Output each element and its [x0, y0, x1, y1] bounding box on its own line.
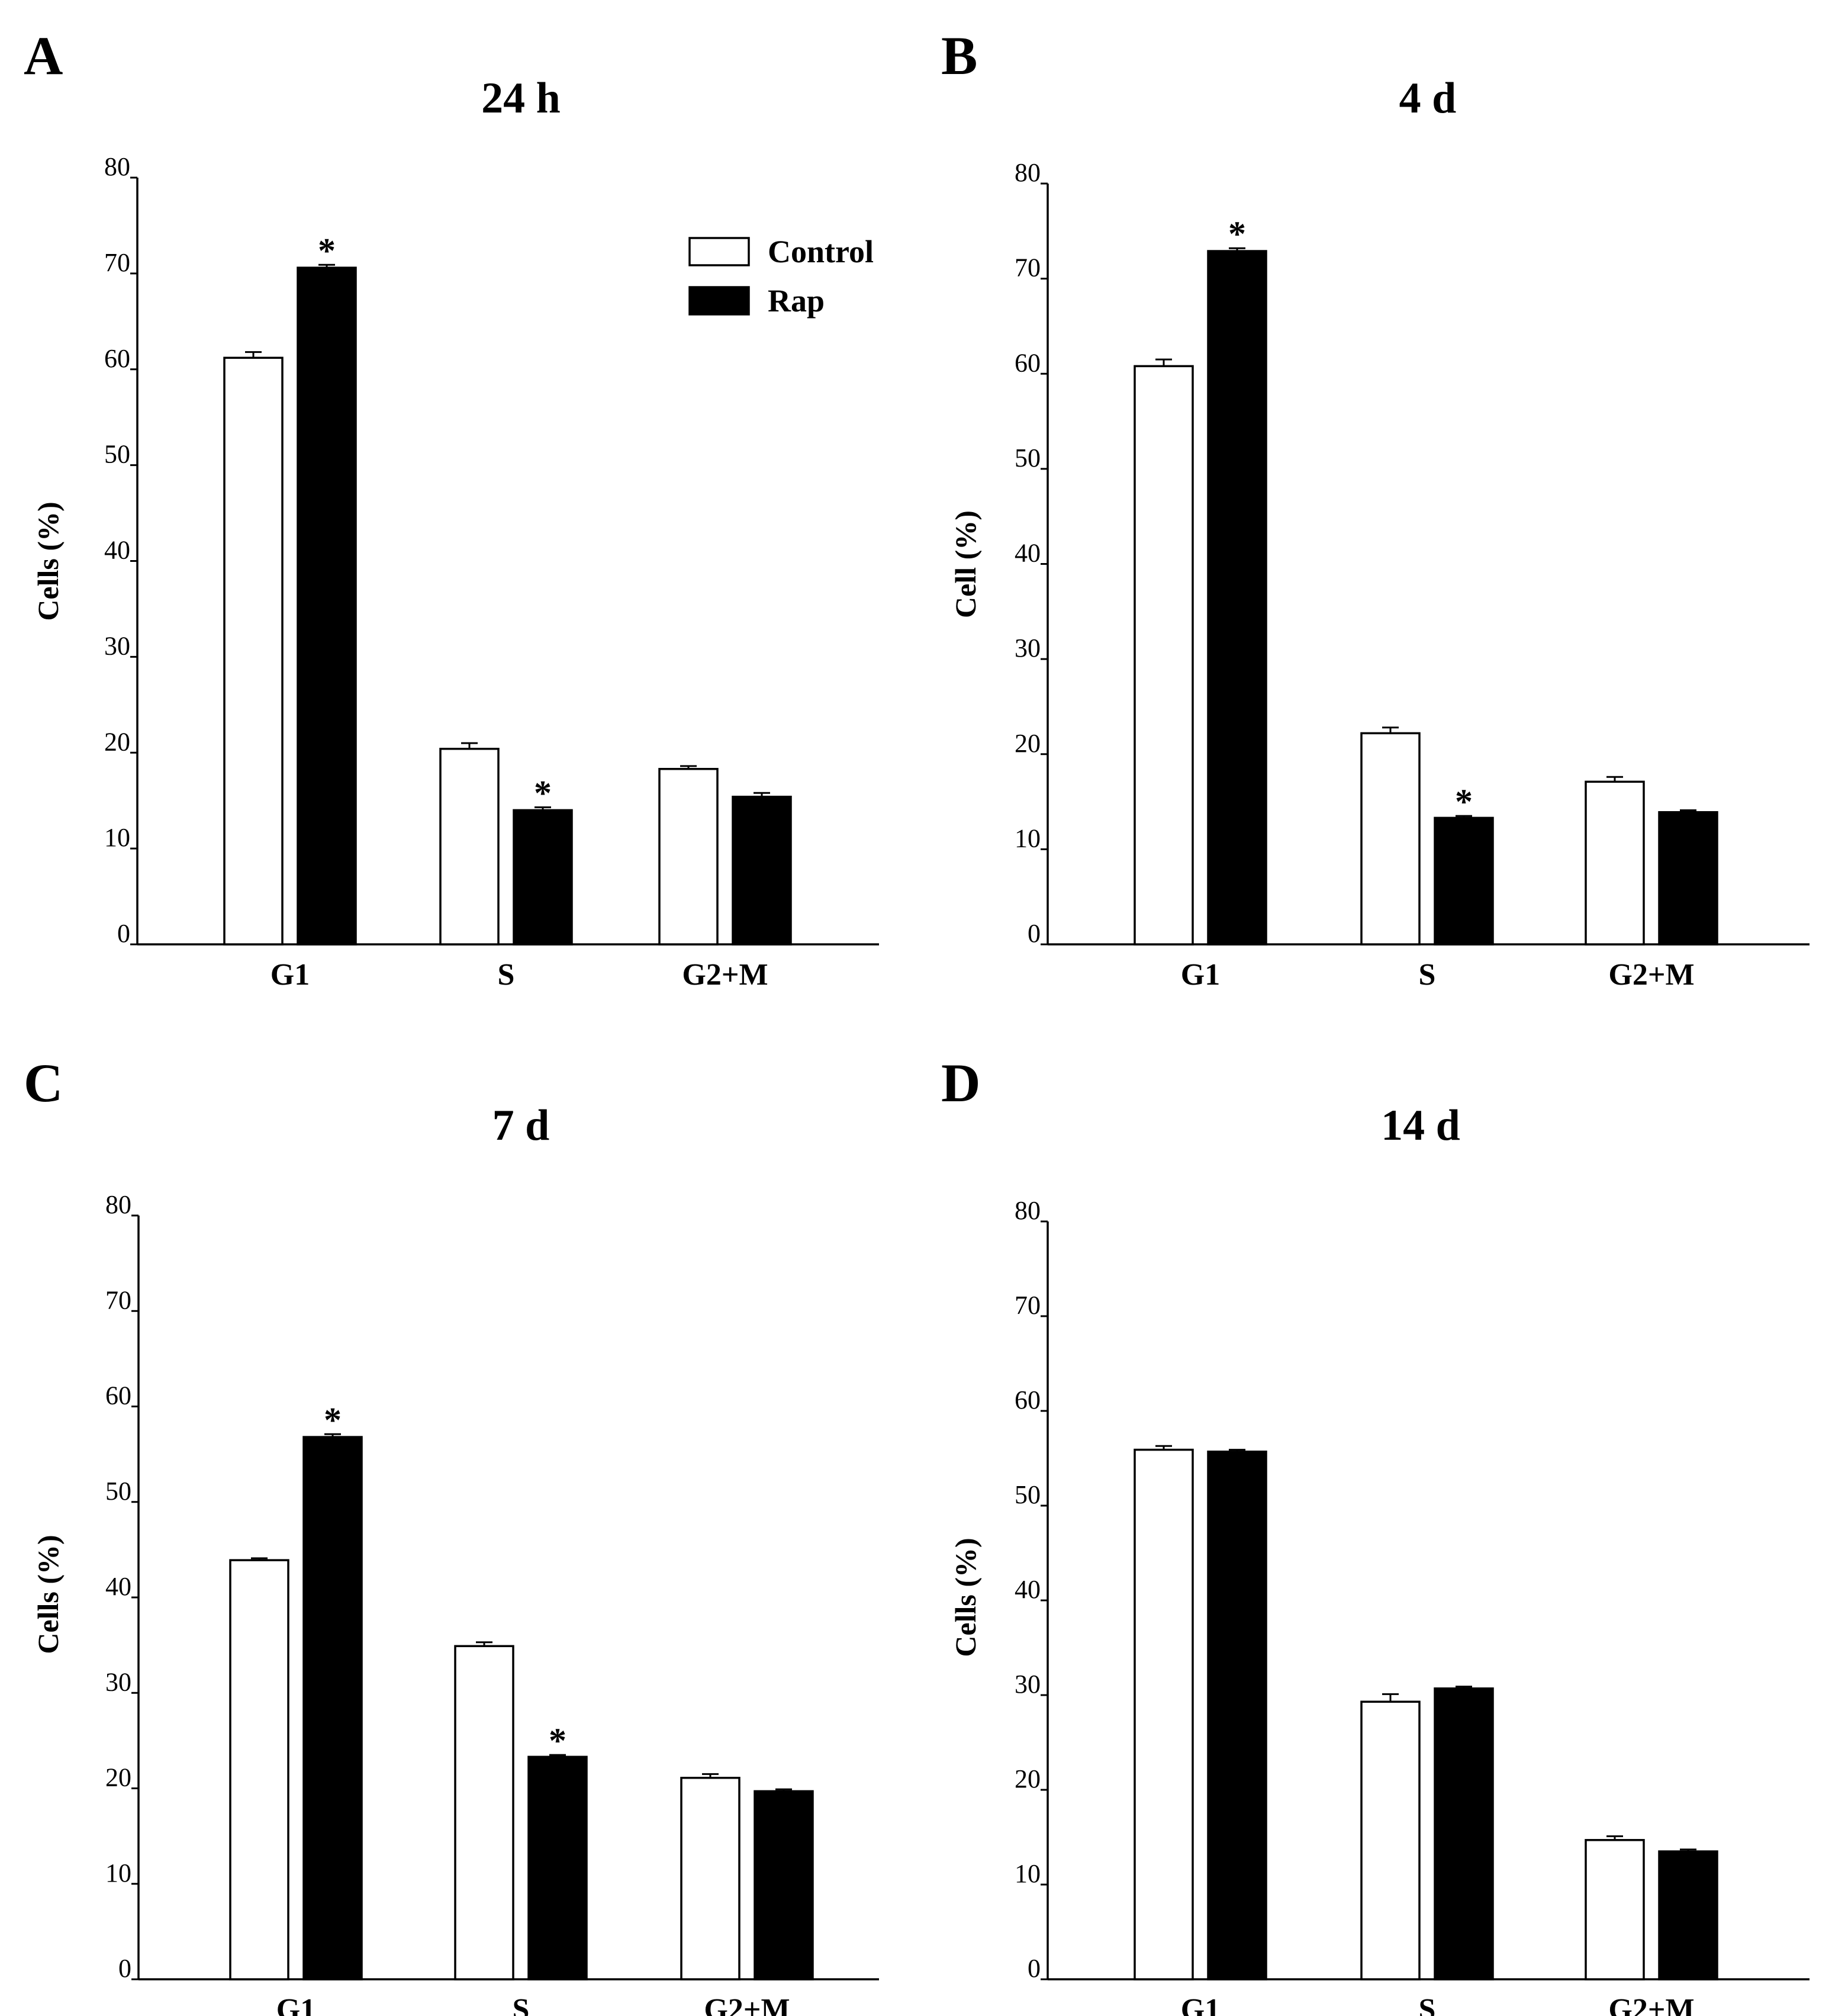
bar-control-s [439, 748, 500, 946]
bar-control-s [454, 1645, 514, 1980]
y-tick-label: 50 [1015, 1480, 1041, 1509]
significance-marker: * [534, 774, 552, 813]
chart-title: 4 d [1399, 74, 1457, 123]
y-tick-label: 40 [104, 536, 130, 565]
y-tick-label: 20 [105, 1763, 131, 1792]
x-tick-label: G1 [1181, 1993, 1220, 2016]
y-tick-label: 40 [1015, 1575, 1041, 1604]
panel-d: D 14 d 0 10 20 30 40 50 60 70 80 Cells (%) G1 S G2+M [941, 1053, 1810, 2016]
y-tick-label: 20 [1015, 1764, 1041, 1793]
bar-control-g1 [1134, 1448, 1194, 1980]
y-tick-label: 40 [1015, 539, 1041, 568]
y-tick-label: 70 [104, 248, 130, 277]
panel-b: B 4 d 0 10 20 30 40 50 60 70 80 Cell (%) * G1 * S G2+M [941, 25, 1810, 992]
bar-rap-s [513, 809, 573, 946]
panel-letter: D [941, 1053, 980, 1113]
bar-control-g2plusm [680, 1777, 740, 1980]
y-tick-label: 50 [105, 1477, 131, 1506]
y-tick-label: 0 [118, 1954, 131, 1983]
y-tick-label: 30 [104, 631, 130, 660]
bar-control-s [1360, 732, 1421, 946]
y-tick-label: 0 [1028, 919, 1041, 948]
y-axis-label: Cells (%) [31, 501, 65, 620]
y-axis-label: Cells (%) [949, 1538, 982, 1657]
y-tick-label: 80 [1015, 1196, 1041, 1225]
significance-marker: * [1455, 782, 1473, 821]
x-tick-label: G1 [271, 958, 310, 992]
y-tick-label: 10 [104, 823, 130, 852]
y-tick-label: 20 [104, 727, 130, 756]
y-tick-label: 10 [105, 1859, 131, 1888]
bar-control-g1 [1134, 365, 1194, 946]
x-tick-label: S [1419, 958, 1436, 992]
y-tick-label: 30 [1015, 1670, 1041, 1699]
x-tick-label: S [1419, 1993, 1436, 2016]
y-tick-label: 70 [1015, 1291, 1041, 1320]
legend-label-control: Control [768, 234, 874, 269]
bar-control-g2plusm [1585, 1839, 1645, 1980]
significance-marker: * [318, 231, 336, 270]
x-tick-label: S [498, 958, 515, 992]
y-tick-label: 60 [105, 1381, 131, 1410]
bar-rap-s [1434, 816, 1494, 946]
y-tick-label: 30 [105, 1667, 131, 1696]
significance-marker: * [549, 1721, 566, 1760]
x-tick-label: G2+M [704, 1993, 790, 2016]
panel-letter: A [24, 25, 63, 86]
significance-marker: * [324, 1400, 342, 1439]
y-tick-label: 30 [1015, 634, 1041, 663]
y-tick-label: 0 [1028, 1954, 1041, 1983]
y-tick-label: 60 [1015, 348, 1041, 377]
bar-rap-g1 [302, 1436, 363, 1980]
bar-control-g2plusm [658, 768, 719, 946]
bar-rap-g1 [1207, 250, 1267, 946]
bar-rap-g2plusm [754, 1790, 814, 1980]
x-tick-label: G2+M [682, 958, 768, 992]
panel-letter: C [24, 1053, 63, 1113]
bar-control-s [1360, 1700, 1421, 1980]
y-tick-label: 10 [1015, 824, 1041, 853]
legend-swatch-control [688, 237, 750, 266]
panel-c: C 7 d 0 10 20 30 40 50 60 70 80 Cells (%) * G1 * S G2+M [24, 1053, 879, 2016]
y-tick-label: 60 [1015, 1385, 1041, 1414]
y-axis-label: Cells (%) [31, 1535, 65, 1654]
x-tick-label: G1 [276, 1993, 315, 2016]
bar-rap-g1 [1207, 1451, 1267, 1980]
y-tick-label: 50 [1015, 443, 1041, 472]
y-tick-label: 80 [105, 1190, 131, 1219]
bar-control-g1 [229, 1559, 289, 1980]
bar-rap-s [1434, 1687, 1494, 1980]
bar-control-g2plusm [1585, 780, 1645, 946]
chart-title: 7 d [492, 1101, 550, 1150]
y-tick-label: 80 [104, 152, 130, 181]
x-tick-label: S [513, 1993, 530, 2016]
y-axis-label: Cell (%) [949, 510, 982, 618]
significance-marker: * [1228, 214, 1246, 253]
chart-title: 24 h [481, 74, 561, 123]
x-tick-label: G2+M [1608, 1993, 1694, 2016]
y-tick-label: 80 [1015, 158, 1041, 187]
x-tick-label: G2+M [1608, 958, 1694, 992]
panel-letter: B [941, 25, 977, 86]
y-tick-label: 20 [1015, 729, 1041, 758]
y-tick-label: 60 [104, 344, 130, 373]
y-tick-label: 70 [105, 1285, 131, 1314]
legend-swatch-rap [688, 286, 750, 316]
bar-rap-g2plusm [1658, 1850, 1718, 1980]
legend-label-rap: Rap [768, 283, 825, 319]
y-tick-label: 70 [1015, 253, 1041, 282]
bar-rap-g2plusm [1658, 811, 1718, 946]
bar-rap-g1 [297, 266, 357, 946]
y-tick-label: 0 [117, 919, 130, 948]
bar-rap-g2plusm [732, 795, 792, 946]
y-tick-label: 50 [104, 440, 130, 469]
bar-rap-s [527, 1755, 588, 1980]
x-tick-label: G1 [1181, 958, 1220, 992]
chart-title: 14 d [1381, 1101, 1460, 1150]
y-tick-label: 40 [105, 1572, 131, 1601]
bar-control-g1 [223, 356, 284, 946]
panel-a: A 24 h 0 10 20 30 40 50 60 70 80 Cells (%) * G1 * S G2+M… [24, 25, 879, 992]
y-tick-label: 10 [1015, 1859, 1041, 1888]
